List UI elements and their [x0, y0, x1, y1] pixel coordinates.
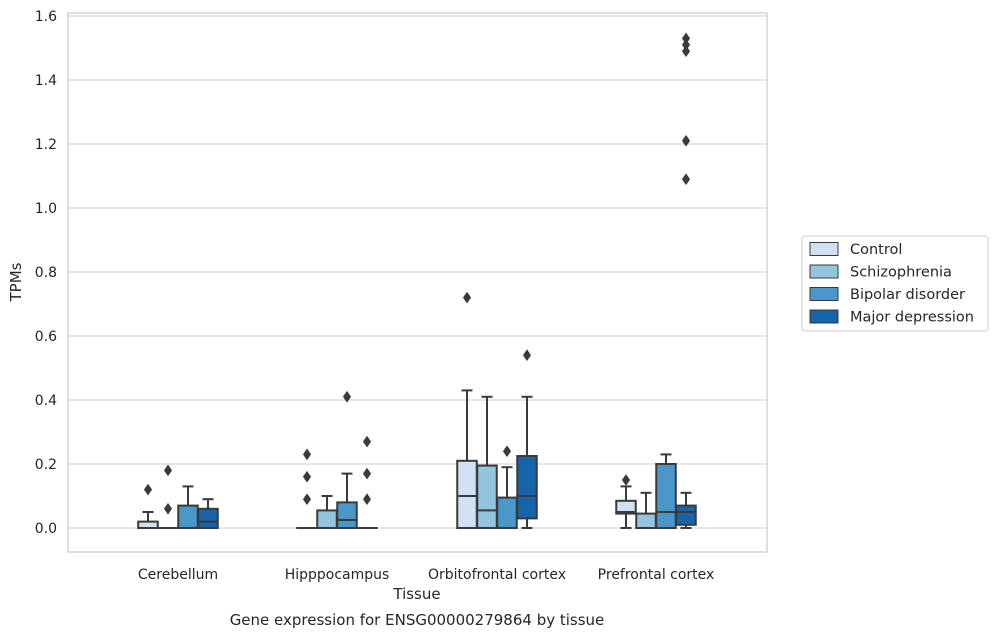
outlier-point	[681, 134, 691, 147]
box	[476, 395, 498, 530]
box	[296, 448, 318, 530]
box	[635, 491, 657, 529]
y-tick-label: 0.2	[35, 457, 57, 473]
outlier-point	[163, 464, 173, 477]
box	[316, 495, 338, 529]
legend-label: Control	[850, 242, 902, 258]
y-tick-label: 0.8	[35, 265, 57, 281]
series-major-depression	[197, 32, 697, 530]
y-tick-label: 0.6	[35, 329, 57, 345]
y-axis-label: TPMs	[7, 262, 25, 302]
y-tick-labels: 0.0 0.2 0.4 0.6 0.8 1.0 1.2 1.4 1.6	[35, 9, 57, 537]
outlier-point	[143, 483, 153, 496]
box	[336, 390, 358, 529]
y-tick-label: 0.0	[35, 521, 57, 537]
outlier-point	[522, 349, 532, 362]
outlier-point	[681, 38, 691, 51]
outlier-point	[302, 493, 312, 506]
box-body	[496, 496, 518, 530]
box-body	[635, 512, 657, 529]
outlier-point	[462, 291, 472, 304]
legend-swatch	[809, 264, 839, 279]
box-body	[456, 459, 478, 529]
y-tick-label: 1.2	[35, 137, 57, 153]
outlier-point	[362, 493, 372, 506]
outlier-point	[681, 173, 691, 186]
box	[197, 498, 219, 529]
outlier-point	[302, 448, 312, 461]
box-body	[336, 501, 358, 529]
box	[157, 464, 179, 530]
box	[516, 349, 538, 529]
y-tick-label: 0.4	[35, 393, 57, 409]
series-control	[137, 291, 637, 530]
box-body	[476, 464, 498, 530]
box-series	[137, 32, 697, 530]
box	[456, 291, 478, 529]
outlier-point	[362, 467, 372, 480]
box	[675, 32, 697, 529]
box-body	[615, 499, 637, 515]
y-tick-label: 1.0	[35, 201, 57, 217]
legend-swatch	[809, 287, 839, 301]
x-tick-label: Prefrontal cortex	[598, 567, 715, 583]
series-schizophrenia	[157, 395, 657, 530]
box-body	[197, 507, 219, 529]
box-body	[177, 504, 199, 530]
outlier-point	[362, 435, 372, 448]
legend-label: Bipolar disorder	[850, 287, 965, 303]
box	[356, 435, 378, 530]
legend-swatch	[809, 242, 839, 256]
x-tick-label: Cerebellum	[138, 567, 218, 583]
outlier-point	[342, 390, 352, 403]
legend-swatch	[809, 309, 839, 324]
series-bipolar-disorder	[177, 390, 677, 530]
legend: Control Schizophrenia Bipolar disorder Majo…	[801, 235, 989, 332]
box-body	[655, 463, 677, 529]
legend-label: Schizophrenia	[850, 265, 952, 281]
legend-frame	[801, 235, 989, 332]
outlier-point	[302, 470, 312, 483]
x-tick-label: Hipppocampus	[285, 567, 390, 583]
y-tick-label: 1.6	[35, 9, 57, 25]
x-tick-label: Orbitofrontal cortex	[428, 567, 566, 583]
box	[655, 453, 677, 529]
x-axis-label: Tissue	[392, 585, 440, 603]
box-body	[675, 504, 697, 526]
box	[615, 474, 637, 529]
chart-caption: Gene expression for ENSG00000279864 by t…	[230, 611, 605, 629]
outlier-point	[621, 474, 631, 486]
box	[496, 445, 518, 530]
legend-label: Major depression	[850, 310, 974, 326]
box	[137, 483, 159, 529]
box-body	[516, 455, 538, 520]
plot-frame	[67, 12, 768, 553]
box	[177, 485, 199, 530]
x-tick-labels: Cerebellum Hipppocampus Orbitofrontal cort…	[138, 567, 714, 583]
box-body	[316, 509, 338, 529]
outlier-point	[163, 502, 173, 515]
outlier-point	[681, 45, 691, 58]
y-tick-label: 1.4	[35, 73, 57, 89]
outlier-point	[681, 32, 691, 45]
outlier-point	[502, 445, 512, 458]
